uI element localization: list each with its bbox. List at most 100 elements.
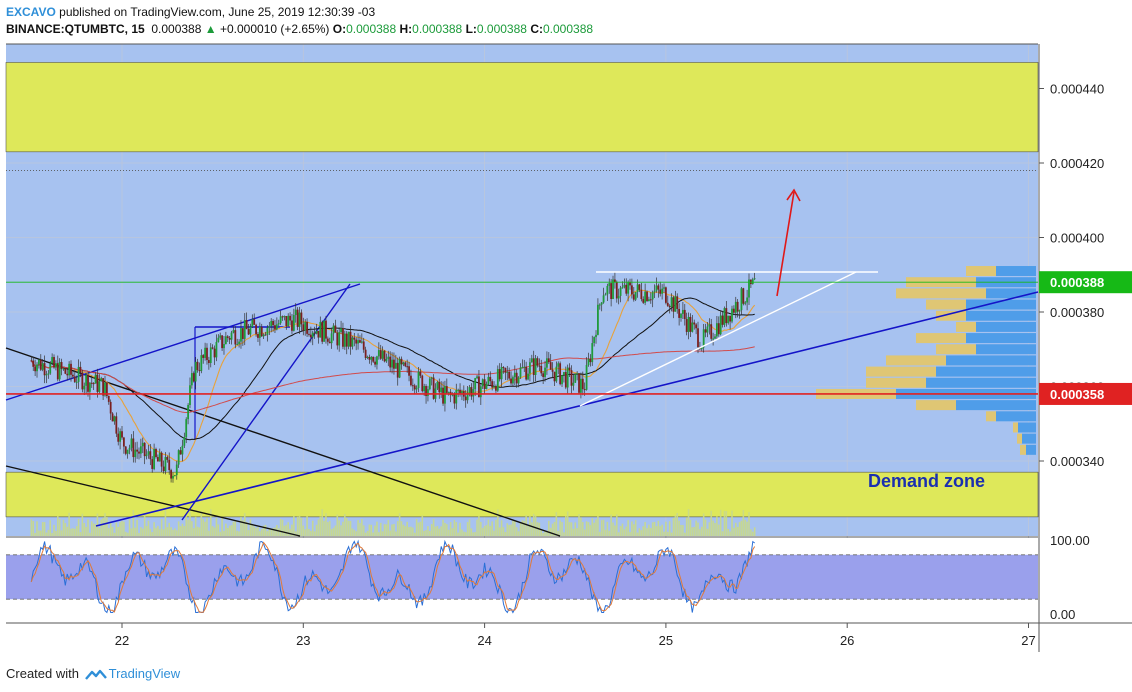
volume-bar xyxy=(644,522,646,536)
candle-body xyxy=(646,291,648,302)
tradingview-brand[interactable]: TradingView xyxy=(108,666,181,681)
volume-bar xyxy=(215,517,218,536)
candle-body xyxy=(617,295,620,299)
candle-body xyxy=(600,302,603,305)
volume-bar xyxy=(725,511,728,536)
volume-bar xyxy=(123,521,125,536)
low-value: 0.000388 xyxy=(476,22,527,36)
volume-profile-bar xyxy=(886,355,946,366)
candle-body xyxy=(138,451,140,454)
volume-bar xyxy=(75,526,78,536)
candle-body xyxy=(230,332,233,340)
candle-body xyxy=(751,279,754,285)
candle-body xyxy=(629,282,631,286)
volume-bar xyxy=(576,528,578,536)
volume-bar xyxy=(506,523,509,536)
volume-bar xyxy=(285,524,288,536)
volume-bar xyxy=(736,526,739,536)
publish-info: EXCAVO published on TradingView.com, Jun… xyxy=(6,5,375,19)
candle-body xyxy=(207,360,210,364)
volume-bar xyxy=(168,522,171,536)
volume-bar xyxy=(549,527,552,536)
candle-body xyxy=(345,333,348,347)
candle-body xyxy=(257,334,259,338)
tradingview-logo-icon xyxy=(84,669,107,680)
candle-body xyxy=(83,385,86,390)
candle-body xyxy=(570,370,573,386)
volume-bar xyxy=(408,527,410,536)
volume-bar xyxy=(653,521,656,536)
volume-bar xyxy=(544,530,546,536)
volume-bar xyxy=(145,525,148,536)
volume-bar xyxy=(51,532,53,536)
candle-body xyxy=(143,442,146,457)
volume-bar xyxy=(750,529,752,536)
candle-body xyxy=(491,381,494,388)
candle-body xyxy=(529,362,531,374)
candle-body xyxy=(236,343,239,345)
volume-bar xyxy=(242,520,244,536)
candle-body xyxy=(393,359,395,369)
volume-bar xyxy=(204,521,206,536)
candle-body xyxy=(636,284,639,292)
volume-bar xyxy=(245,522,248,536)
candle-body xyxy=(121,431,123,438)
volume-bar xyxy=(364,532,367,536)
candle-body xyxy=(249,326,252,335)
open-value: 0.000388 xyxy=(346,22,397,36)
volume-bar xyxy=(381,531,384,536)
candle-body xyxy=(81,372,84,390)
volume-bar xyxy=(185,514,188,536)
volume-bar xyxy=(600,520,603,536)
candle-body xyxy=(55,363,57,368)
candle-body xyxy=(240,328,242,342)
author-name[interactable]: EXCAVO xyxy=(6,5,56,19)
volume-bar xyxy=(421,515,424,536)
candle-body xyxy=(504,367,507,373)
candle-body xyxy=(64,368,67,374)
candle-body xyxy=(583,389,586,391)
volume-bar xyxy=(455,522,458,536)
volume-bar xyxy=(440,526,442,536)
candle-body xyxy=(457,389,460,391)
volume-bar xyxy=(674,515,677,536)
y-tick-label: 0.000380 xyxy=(1050,305,1104,320)
volume-bar xyxy=(729,531,731,536)
candle-body xyxy=(145,454,148,457)
candle-body xyxy=(226,336,229,338)
volume-bar xyxy=(733,527,735,536)
volume-bar xyxy=(140,527,142,536)
price-axis[interactable]: 0.0004400.0004200.0004000.0003800.000360… xyxy=(1039,82,1104,470)
candle-body xyxy=(260,326,263,337)
candle-body xyxy=(512,377,514,384)
candle-body xyxy=(194,361,197,382)
candle-body xyxy=(117,433,120,442)
volume-profile-bar xyxy=(1020,444,1026,455)
volume-profile-bar xyxy=(866,377,926,388)
oscillator-axis: 100.00 0.00 xyxy=(1050,533,1090,622)
candle-body xyxy=(748,279,750,298)
volume-bar xyxy=(374,525,376,536)
volume-bar xyxy=(277,528,280,536)
volume-bar xyxy=(55,530,57,536)
time-axis[interactable]: 22 23 24 25 26 27 xyxy=(115,623,1036,648)
candle-body xyxy=(360,341,363,343)
candle-body xyxy=(56,363,59,380)
volume-bar xyxy=(444,522,446,536)
candle-body xyxy=(172,475,174,479)
candle-body xyxy=(591,343,594,363)
candle-body xyxy=(753,278,756,280)
volume-bar xyxy=(211,526,214,536)
candle-body xyxy=(79,366,82,373)
volume-bar xyxy=(359,523,361,536)
candle-body xyxy=(272,321,274,326)
volume-bar xyxy=(83,523,86,536)
candle-body xyxy=(98,381,101,392)
candle-body xyxy=(736,301,739,312)
candle-body xyxy=(70,363,72,375)
volume-bar xyxy=(240,517,242,536)
candle-body xyxy=(625,284,628,294)
candle-body xyxy=(623,284,626,288)
volume-bar xyxy=(434,526,437,536)
